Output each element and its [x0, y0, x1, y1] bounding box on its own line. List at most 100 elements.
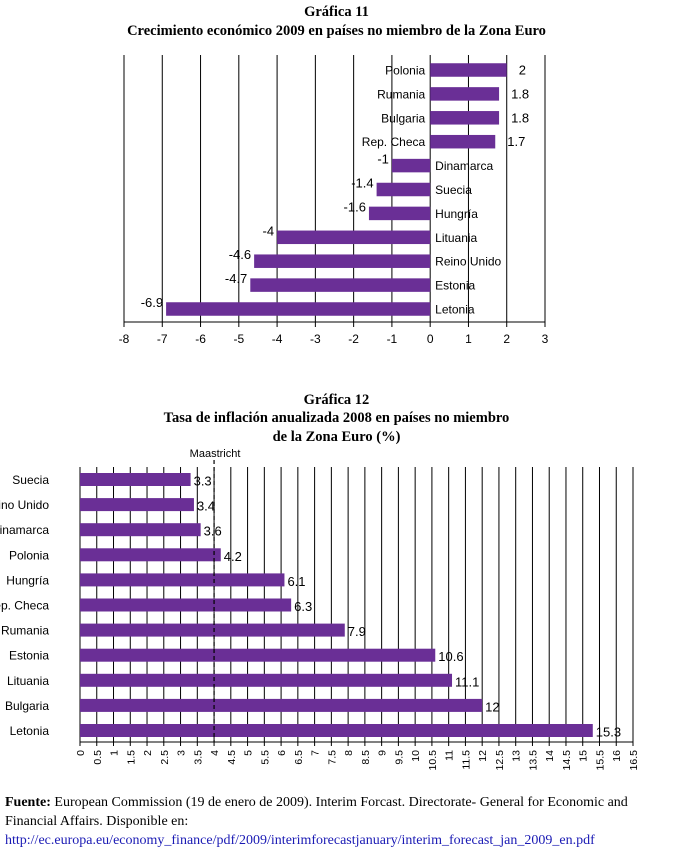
chart1-tick-label: 2 — [503, 332, 510, 346]
chart2-subtitle-line2: de la Zona Euro (%) — [272, 429, 401, 445]
chart1-value-label: 1.8 — [511, 86, 529, 101]
chart2-category-label: Estonia — [9, 649, 49, 663]
chart2-tick-label: 6.5 — [293, 750, 305, 765]
chart2-value-label: 6.1 — [287, 574, 305, 589]
chart1-value-label: -4 — [263, 223, 275, 238]
chart1-tick-label: -7 — [157, 332, 168, 346]
chart1-tick-label: -1 — [387, 332, 398, 346]
chart2-tick-label: 8.5 — [360, 750, 372, 765]
chart1-value-label: -1.4 — [351, 176, 373, 191]
chart2-bar — [80, 498, 194, 512]
chart2-tick-label: 4 — [209, 750, 221, 756]
chart1-category-label: Hungría — [435, 207, 478, 221]
chart2-category-label: Lituania — [7, 674, 49, 688]
chart2-category-label: Hungría — [6, 573, 49, 587]
chart2-bar — [80, 648, 436, 662]
chart1-bar — [277, 230, 431, 245]
chart2-category-label: Rep. Checa — [0, 599, 49, 613]
chart1-bar — [368, 206, 431, 221]
chart2-maastricht-label: Maastricht — [190, 448, 241, 460]
chart1-category-label: Letonia — [435, 303, 475, 317]
chart2-tick-label: 11 — [444, 750, 456, 761]
chart1-category-label: Rumania — [377, 87, 425, 101]
chart2-category-label: Rumania — [1, 624, 49, 638]
chart2-tick-label: 15.5 — [594, 750, 606, 771]
chart1-svg: -8 -7 -6 -5 -4 -3 -2 -1 0 1 2 3 Polonia 2 Rumania 1.8 Bu… — [119, 55, 549, 346]
chart2-tick-label: 0.5 — [92, 750, 104, 765]
chart1-value-label: 2 — [519, 63, 526, 78]
chart2-category-label: Bulgaria — [5, 699, 49, 713]
chart1-subtitle: Crecimiento económico 2009 en países no … — [127, 23, 546, 39]
chart2-tick-label: 3.5 — [192, 750, 204, 765]
chart1-bar — [430, 87, 500, 101]
chart2-value-label: 12 — [485, 699, 499, 714]
chart1-tick-label: 3 — [542, 332, 549, 346]
chart1-category-label: Dinamarca — [435, 159, 493, 173]
chart1-category-label: Reino Unido — [435, 255, 501, 269]
source-label: Fuente: — [5, 795, 51, 810]
chart2-value-label: 6.3 — [294, 599, 312, 614]
chart1-value-label: -4.7 — [225, 271, 247, 286]
chart1-value-label: -4.6 — [229, 247, 251, 262]
chart1-value-label: 1.8 — [511, 110, 529, 125]
chart2-bar — [80, 573, 285, 587]
chart2-tick-label: 10.5 — [427, 750, 439, 771]
chart2-tick-label: 9 — [377, 750, 389, 756]
source-text: European Commission (19 de enero de 2009… — [5, 795, 628, 829]
chart1-category-label: Bulgaria — [381, 111, 425, 125]
chart2-bar — [80, 724, 593, 737]
chart2-tick-label: 15 — [578, 750, 590, 762]
chart2-tick-label: 4.5 — [226, 750, 238, 765]
chart1-bar — [430, 134, 496, 149]
chart2-tick-label: 6 — [276, 750, 288, 756]
chart2-tick-label: 2 — [142, 750, 154, 756]
chart2-value-label: 10.6 — [438, 649, 463, 664]
chart2-tick-label: 3 — [176, 750, 188, 756]
chart1-tick-label: -3 — [310, 332, 321, 346]
chart2-bar — [80, 523, 201, 537]
chart1-bar — [430, 63, 507, 77]
chart1-tick-label: -8 — [119, 332, 130, 346]
chart1-value-label: -1 — [377, 152, 389, 167]
chart2-bar — [80, 548, 221, 562]
chart1-bar — [250, 278, 431, 292]
chart1-bar — [254, 254, 431, 268]
chart2-tick-label: 0 — [75, 750, 87, 756]
source-link[interactable]: http://ec.europa.eu/economy_finance/pdf/… — [5, 833, 595, 848]
chart1-tick-label: 1 — [465, 332, 472, 346]
chart2-tick-label: 2.5 — [159, 750, 171, 765]
chart1-bar — [430, 111, 500, 125]
chart1-bar — [376, 182, 431, 197]
chart1-tick-label: -5 — [233, 332, 244, 346]
chart2-value-label: 3.3 — [194, 474, 212, 489]
chart2-tick-label: 8 — [343, 750, 355, 756]
chart1-title: Gráfica 11 — [304, 4, 369, 20]
chart2-tick-label: 10 — [410, 750, 422, 762]
chart1-bar — [391, 158, 431, 173]
chart1-category-label: Estonia — [435, 279, 475, 293]
chart2-category-label: Letonia — [10, 724, 50, 738]
chart1-category-label: Rep. Checa — [362, 135, 426, 149]
chart2-tick-label: 16.5 — [628, 750, 640, 771]
chart2-tick-label: 13 — [511, 750, 523, 762]
chart2-tick-label: 7 — [310, 750, 322, 756]
chart2-tick-label: 14 — [544, 750, 556, 762]
chart1-value-label: -6.9 — [141, 295, 163, 310]
chart1-tick-label: 0 — [427, 332, 434, 346]
chart1-tick-label: -2 — [348, 332, 359, 346]
chart2-value-label: 7.9 — [348, 624, 366, 639]
chart2-tick-label: 12.5 — [494, 750, 506, 771]
chart2-value-label: 3.6 — [204, 524, 222, 539]
chart1-value-label: 1.7 — [507, 134, 525, 149]
chart2-tick-label: 1 — [109, 750, 121, 756]
chart2-tick-label: 14.5 — [561, 750, 573, 771]
chart2-tick-label: 16 — [611, 750, 623, 762]
chart2-tick-label: 5.5 — [259, 750, 271, 765]
chart1-bar — [166, 302, 431, 316]
chart2-value-label: 3.4 — [197, 499, 215, 514]
chart2-value-label: 15.3 — [596, 725, 621, 740]
chart2-tick-label: 7.5 — [326, 750, 338, 765]
chart1-category-label: Polonia — [385, 64, 425, 78]
source-note: Fuente: European Commission (19 de enero… — [5, 793, 670, 850]
chart2-bar — [80, 598, 292, 612]
